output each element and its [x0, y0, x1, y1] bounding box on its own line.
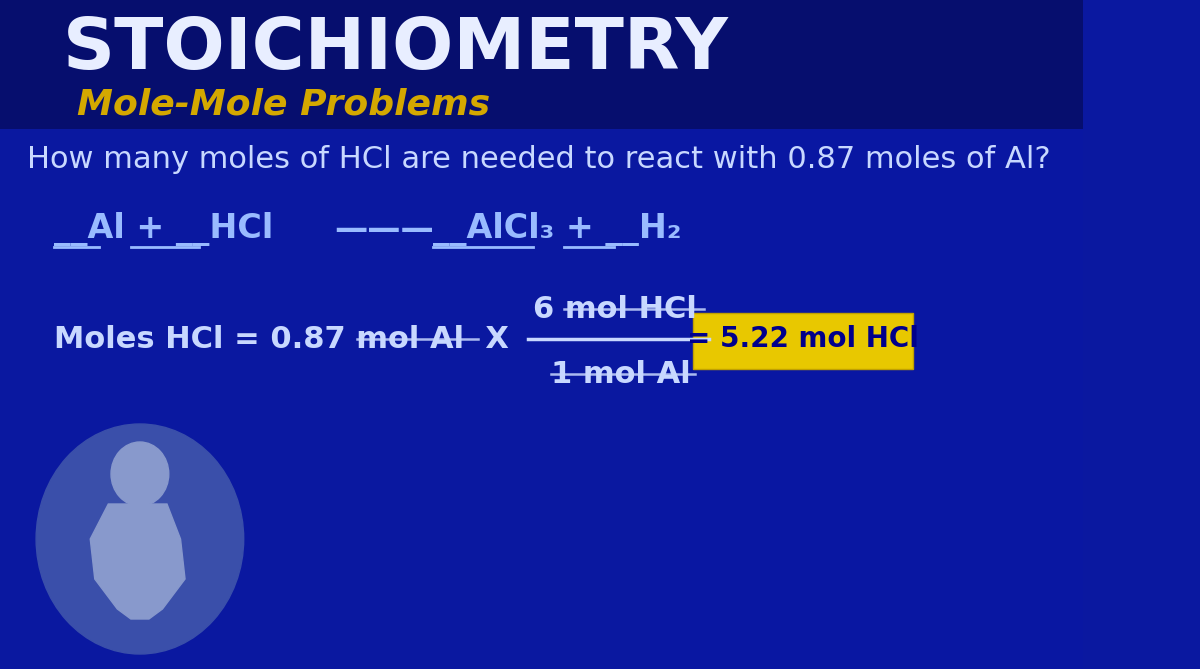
Bar: [650, 0, 1084, 669]
Text: ———: ———: [334, 213, 433, 246]
Text: Moles HCl = 0.87 mol Al  X: Moles HCl = 0.87 mol Al X: [54, 324, 509, 353]
Circle shape: [36, 424, 244, 654]
Text: 1 mol Al: 1 mol Al: [551, 359, 690, 389]
Polygon shape: [122, 474, 144, 504]
Text: How many moles of HCl are needed to react with 0.87 moles of Al?: How many moles of HCl are needed to reac…: [28, 145, 1051, 173]
Text: 6 mol HCl: 6 mol HCl: [533, 294, 696, 324]
Text: Mole-Mole Problems: Mole-Mole Problems: [77, 87, 490, 121]
Circle shape: [112, 442, 169, 506]
FancyBboxPatch shape: [694, 313, 913, 369]
Bar: [0, 0, 1084, 129]
Text: __Al + __HCl: __Al + __HCl: [54, 212, 274, 246]
Text: STOICHIOMETRY: STOICHIOMETRY: [64, 15, 730, 84]
Text: __AlCl₃ + __H₂: __AlCl₃ + __H₂: [433, 212, 682, 246]
Polygon shape: [90, 504, 185, 619]
Text: = 5.22 mol HCl: = 5.22 mol HCl: [688, 325, 919, 353]
